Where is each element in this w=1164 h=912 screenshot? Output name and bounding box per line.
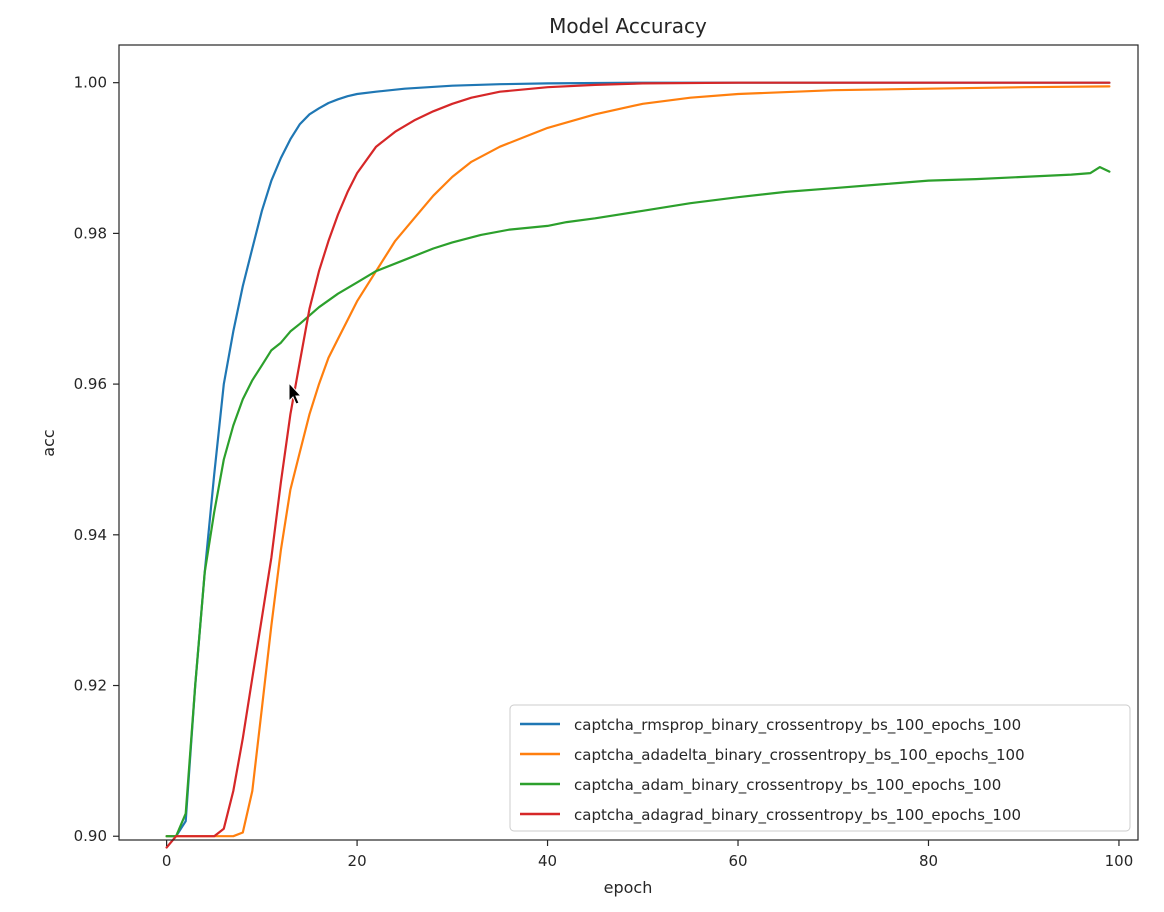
plot-lines [165,81,1111,849]
series-line-1 [165,81,1111,838]
y-tick-label: 0.90 [74,827,107,845]
legend-box [509,704,1131,832]
y-axis-ticks: 0.90 0.92 0.94 0.96 0.98 1.00 [74,74,119,845]
y-tick-label: 0.94 [74,526,107,544]
legend-label-1: captcha_rmsprop_binary_crossentropy_bs_1… [574,716,1021,735]
x-tick-label: 40 [538,852,557,870]
x-axis-label: epoch [604,878,653,897]
y-tick-label: 0.96 [74,375,107,393]
legend-label-2: captcha_adadelta_binary_crossentropy_bs_… [574,746,1025,765]
chart-title: Model Accuracy [549,14,707,38]
series-line-3 [165,166,1111,838]
series-line-2 [165,85,1111,838]
series-line-4 [165,81,1111,849]
plot-frame [118,44,1139,841]
y-tick-label: 0.92 [74,677,107,695]
x-tick-label: 100 [1105,852,1134,870]
x-axis-ticks: 0 20 40 60 80 100 [162,840,1133,870]
legend-label-3: captcha_adam_binary_crossentropy_bs_100_… [574,776,1001,795]
legend-label-4: captcha_adagrad_binary_crossentropy_bs_1… [574,806,1021,825]
y-tick-label: 1.00 [74,74,107,92]
x-tick-label: 20 [348,852,367,870]
x-tick-label: 60 [728,852,747,870]
y-tick-label: 0.98 [74,224,107,242]
y-axis-label: acc [39,429,58,456]
x-tick-label: 80 [919,852,938,870]
legend: captcha_rmsprop_binary_crossentropy_bs_1… [509,704,1131,832]
x-tick-label: 0 [162,852,172,870]
mouse-cursor-icon [288,381,303,405]
